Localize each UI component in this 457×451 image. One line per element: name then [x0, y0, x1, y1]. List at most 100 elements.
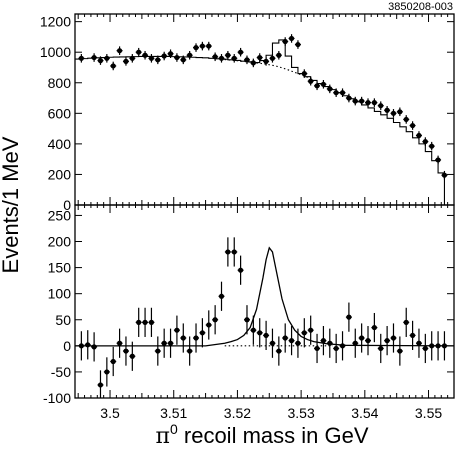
- data-point: [378, 345, 384, 352]
- data-point: [136, 319, 142, 325]
- y-tick-label: 0: [63, 197, 71, 213]
- x-tick-label: 3.54: [351, 405, 378, 421]
- data-point: [129, 55, 135, 61]
- data-point: [91, 54, 97, 61]
- data-point: [403, 116, 409, 123]
- data-point: [282, 38, 288, 45]
- data-point: [384, 338, 390, 344]
- bottom-data-points: [78, 237, 448, 398]
- data-point: [333, 90, 339, 96]
- y-tick-label: 800: [48, 75, 72, 91]
- data-point: [339, 90, 346, 96]
- data-point: [250, 60, 256, 66]
- y-tick-label: 1000: [40, 44, 71, 60]
- y-tick-label: 400: [48, 136, 72, 152]
- data-point: [435, 343, 441, 349]
- data-point: [301, 330, 307, 336]
- data-point: [250, 327, 256, 333]
- x-axis-title: π0 recoil mass in GeV: [156, 421, 369, 449]
- data-point: [238, 49, 244, 55]
- data-point: [129, 353, 135, 359]
- data-point: [167, 340, 174, 346]
- data-point: [257, 330, 263, 336]
- data-point: [231, 249, 237, 255]
- data-point: [180, 57, 186, 63]
- data-point: [359, 335, 365, 341]
- data-point: [225, 52, 231, 58]
- data-point: [174, 54, 180, 61]
- data-point: [314, 345, 320, 352]
- signal-curve: [75, 246, 455, 347]
- background-curve: [224, 58, 315, 81]
- top-panel: 0 200 400 600 800 1000 1200: [40, 13, 455, 213]
- data-point: [161, 53, 167, 59]
- data-point: [441, 172, 448, 178]
- data-point: [212, 54, 218, 60]
- data-point: [384, 107, 390, 113]
- data-point: [218, 55, 225, 61]
- data-point: [174, 327, 180, 333]
- data-point: [263, 58, 269, 64]
- x-tick-label: 3.55: [415, 405, 442, 421]
- data-point: [390, 110, 397, 116]
- data-point: [346, 95, 352, 101]
- data-point: [269, 340, 276, 346]
- data-point: [104, 369, 110, 375]
- y-tick-label: 50: [55, 312, 71, 328]
- data-point: [148, 55, 155, 61]
- data-point: [333, 345, 339, 352]
- data-point: [429, 343, 435, 349]
- data-point: [231, 55, 237, 61]
- data-point: [371, 100, 377, 106]
- data-point: [155, 57, 161, 63]
- x-tick-label: 3.52: [224, 405, 251, 421]
- figure-id-label: 3850208-003: [388, 1, 453, 13]
- top-y-tick-labels: 0 200 400 600 800 1000 1200: [40, 14, 71, 213]
- data-point: [346, 314, 352, 320]
- data-point: [123, 348, 129, 354]
- data-point: [378, 103, 384, 109]
- data-point: [238, 267, 244, 273]
- data-point: [263, 332, 269, 339]
- data-point: [422, 138, 428, 145]
- x-axis-title-superscript: 0: [170, 421, 178, 437]
- data-point: [282, 335, 288, 341]
- data-point: [148, 319, 155, 325]
- data-point: [123, 58, 129, 64]
- data-point: [390, 335, 397, 341]
- data-point: [288, 338, 295, 344]
- data-point: [308, 78, 314, 84]
- data-point: [97, 58, 104, 64]
- y-tick-label: 150: [48, 260, 72, 276]
- data-point: [409, 332, 416, 339]
- x-tick-label: 3.53: [288, 405, 315, 421]
- data-point: [416, 340, 422, 346]
- data-point: [187, 52, 193, 58]
- data-point: [327, 340, 333, 346]
- data-point: [257, 54, 263, 61]
- top-data-points: [78, 34, 448, 180]
- data-point: [320, 81, 327, 87]
- data-point: [97, 382, 104, 388]
- data-point: [206, 43, 212, 49]
- data-point: [371, 324, 377, 331]
- data-point: [193, 45, 199, 51]
- y-tick-label: 100: [48, 286, 72, 302]
- data-point: [110, 358, 116, 365]
- data-point: [244, 57, 250, 63]
- data-point: [187, 348, 193, 354]
- data-point: [199, 43, 205, 49]
- y-tick-label: 200: [48, 166, 72, 182]
- y-tick-label: 250: [48, 207, 72, 223]
- data-point: [85, 342, 91, 348]
- data-point: [206, 322, 212, 328]
- data-point: [295, 340, 301, 346]
- data-point: [339, 343, 346, 349]
- data-point: [116, 340, 123, 346]
- data-point: [142, 52, 148, 58]
- data-point: [429, 143, 435, 149]
- data-point: [276, 52, 282, 58]
- data-point: [193, 335, 199, 341]
